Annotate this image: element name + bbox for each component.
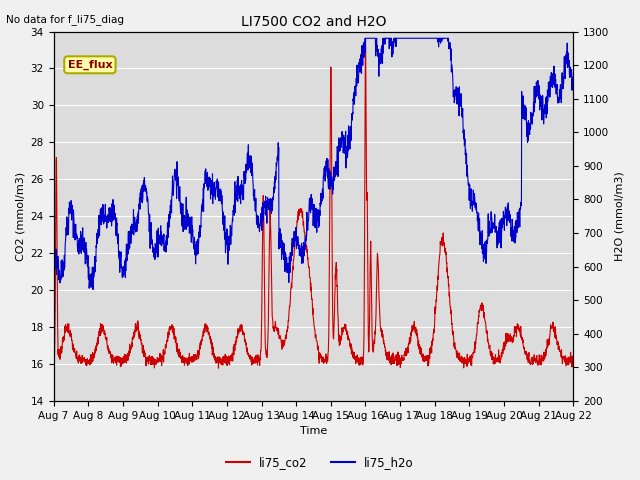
li75_co2 (50, 352, 58, 358)
li75_h2o (340, 132, 348, 138)
li75_co2 (195, 356, 202, 361)
li75_h2o (539, 108, 547, 113)
li75_h2o (524, 138, 532, 144)
li75_h2o (50, 245, 58, 251)
Line: li75_co2: li75_co2 (54, 44, 573, 368)
Y-axis label: H2O (mmol/m3): H2O (mmol/m3) (615, 171, 625, 261)
li75_co2 (465, 356, 472, 361)
li75_co2 (570, 360, 577, 366)
Text: No data for f_li75_diag: No data for f_li75_diag (6, 14, 124, 25)
Legend: li75_co2, li75_h2o: li75_co2, li75_h2o (221, 452, 419, 474)
Title: LI7500 CO2 and H2O: LI7500 CO2 and H2O (241, 15, 387, 29)
li75_h2o (328, 178, 336, 183)
li75_co2 (328, 282, 336, 288)
li75_h2o (195, 238, 203, 244)
li75_co2 (340, 325, 348, 331)
li75_h2o (465, 180, 472, 186)
li75_co2 (214, 365, 222, 371)
Line: li75_h2o: li75_h2o (54, 38, 573, 289)
li75_co2 (524, 351, 532, 357)
li75_co2 (362, 41, 369, 47)
li75_h2o (362, 36, 369, 41)
li75_co2 (539, 355, 547, 360)
li75_h2o (89, 287, 97, 292)
li75_h2o (570, 71, 577, 77)
X-axis label: Time: Time (300, 426, 327, 436)
Text: EE_flux: EE_flux (68, 60, 112, 70)
Y-axis label: CO2 (mmol/m3): CO2 (mmol/m3) (15, 172, 25, 261)
